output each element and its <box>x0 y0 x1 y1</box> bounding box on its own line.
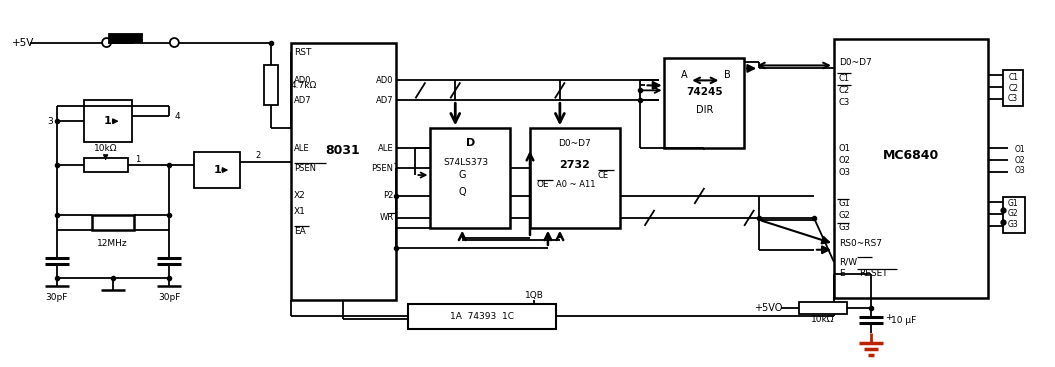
Text: P2: P2 <box>383 192 394 200</box>
Text: 1QB: 1QB <box>524 291 543 300</box>
Text: 74245: 74245 <box>686 87 723 97</box>
Text: A0 ~ A11: A0 ~ A11 <box>556 181 595 189</box>
Text: 8031: 8031 <box>325 143 360 157</box>
Text: 30pF: 30pF <box>45 293 68 302</box>
Text: 4: 4 <box>174 112 180 121</box>
Text: 30pF: 30pF <box>158 293 180 302</box>
Text: MC6840: MC6840 <box>882 149 939 161</box>
Text: OE: OE <box>537 181 550 189</box>
Text: D: D <box>465 138 475 148</box>
Bar <box>408 304 556 330</box>
Text: 2: 2 <box>255 150 261 160</box>
Bar <box>92 215 134 230</box>
Text: AD7: AD7 <box>294 96 311 105</box>
Text: ALE: ALE <box>294 143 309 153</box>
Text: A: A <box>682 70 688 80</box>
Text: O1
O2
O3: O1 O2 O3 <box>1014 145 1024 175</box>
Text: C3: C3 <box>839 98 850 107</box>
Text: 12MHz: 12MHz <box>97 239 128 248</box>
Bar <box>833 39 989 298</box>
Text: C2: C2 <box>839 86 850 95</box>
Text: 3: 3 <box>47 117 53 126</box>
Text: 2732: 2732 <box>559 160 590 170</box>
Bar <box>1003 197 1025 233</box>
Text: RST: RST <box>294 48 311 57</box>
Text: +: + <box>885 313 893 322</box>
Text: B: B <box>724 70 731 80</box>
Text: O3: O3 <box>839 168 850 177</box>
Text: CE: CE <box>598 171 609 179</box>
Text: 1: 1 <box>135 155 140 164</box>
Text: PSEN: PSEN <box>294 164 315 172</box>
Text: AD0: AD0 <box>376 76 394 85</box>
Text: DIR: DIR <box>695 105 713 115</box>
Text: S74LS373: S74LS373 <box>444 157 488 167</box>
Bar <box>291 43 396 299</box>
Text: WR: WR <box>380 213 394 222</box>
Text: G: G <box>459 170 466 180</box>
Text: 10kΩ: 10kΩ <box>94 143 117 153</box>
Text: 10kΩ: 10kΩ <box>811 315 835 324</box>
Bar <box>109 33 142 43</box>
Text: RESET: RESET <box>859 269 887 278</box>
Text: D0~D7: D0~D7 <box>839 58 871 67</box>
Bar <box>430 128 510 228</box>
Bar <box>264 65 277 105</box>
Text: +5V: +5V <box>12 37 35 48</box>
Text: G2: G2 <box>839 211 850 220</box>
Bar <box>799 302 847 313</box>
Text: 10 μF: 10 μF <box>890 316 916 325</box>
Text: AD0: AD0 <box>294 76 311 85</box>
Text: 1: 1 <box>213 165 222 175</box>
Text: O1: O1 <box>839 143 850 153</box>
Text: AD7: AD7 <box>376 96 394 105</box>
Text: C1: C1 <box>839 74 850 83</box>
Text: 1: 1 <box>103 116 112 126</box>
Bar <box>83 158 128 172</box>
Text: X2: X2 <box>294 192 306 200</box>
Text: Q: Q <box>459 187 466 197</box>
Text: G1
G2
G3: G1 G2 G3 <box>1008 199 1018 229</box>
Bar <box>194 152 241 188</box>
Text: EA: EA <box>294 227 306 236</box>
Text: G3: G3 <box>839 224 850 232</box>
Bar <box>665 58 744 148</box>
Text: R/W: R/W <box>839 257 857 266</box>
Text: PSEN: PSEN <box>371 164 394 172</box>
Bar <box>1003 70 1023 106</box>
Bar <box>530 128 619 228</box>
Text: +5VO: +5VO <box>754 302 783 313</box>
Text: 4.7kΩ: 4.7kΩ <box>291 81 318 90</box>
Text: X1: X1 <box>294 207 306 217</box>
Text: O2: O2 <box>839 156 850 164</box>
Text: D0~D7: D0~D7 <box>558 139 591 148</box>
Bar <box>83 100 132 142</box>
Text: RS0~RS7: RS0~RS7 <box>839 239 882 248</box>
Text: E: E <box>839 269 844 278</box>
Text: 1A  74393  1C: 1A 74393 1C <box>450 312 514 321</box>
Text: C1
C2
C3: C1 C2 C3 <box>1009 73 1018 103</box>
Text: G1: G1 <box>839 199 850 208</box>
Text: ALE: ALE <box>378 143 394 153</box>
